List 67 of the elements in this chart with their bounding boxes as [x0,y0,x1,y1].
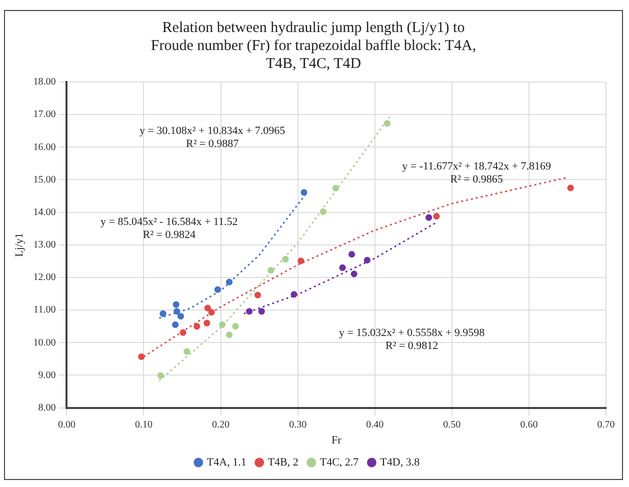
point [160,310,166,317]
point [226,278,233,286]
y-axis-title: Lj/y1 [13,232,26,257]
point [433,212,440,220]
point [246,308,253,315]
point [208,309,215,316]
point [384,120,390,127]
chart-title: Relation between hydraulic jump length (Lj/y1) to Froude number (Fr) for trapezoidal baffle block: T4A, T4B, T4C, T4D [150,19,478,73]
annotation: y = 30.108x² + 10.834x + 7.0965 R² = 0.9887 [139,124,286,150]
x-tick-label: 0.00 [58,419,76,430]
point [350,270,358,278]
y-tick-label: 17.00 [33,109,56,120]
point [204,320,210,326]
y-tick-label: 13.00 [33,240,56,251]
x-tick-label: 0.30 [289,419,307,430]
x-tick-label: 0.60 [520,419,538,430]
x-tick-label: 0.20 [212,419,230,430]
point [320,208,327,215]
point [282,256,289,263]
point [268,267,274,274]
legend-label: T4A, 1.1 [206,456,246,468]
point [258,308,265,315]
y-tick-label: 9.00 [38,370,56,381]
point [364,256,370,264]
y-tick-label: 16.00 [33,142,56,153]
point [138,353,145,360]
point [300,189,308,196]
annotation: y = 15.032x² + 0.5558x + 9.9598 R² = 0.9812 [339,326,486,352]
x-tick-label: 0.50 [443,419,461,430]
point [254,292,262,298]
point [226,332,233,338]
point [157,372,164,379]
point [172,301,180,308]
legend-label: T4B, 2 [268,456,298,468]
legend-label: T4C, 2.7 [320,456,360,468]
x-tick-label: 0.40 [366,419,384,430]
y-tick-label: 11.00 [34,304,56,316]
y-tick-label: 14.00 [33,206,56,218]
legend-label: T4D, 3.8 [380,456,420,468]
point [567,184,574,192]
y-tick-label: 18.00 [33,76,56,88]
point [177,312,184,320]
point [348,251,356,258]
annotation: y = -11.677x² + 18.742x + 7.8169 R² = 0.9865 [402,160,552,186]
y-tick-label: 8.00 [38,402,56,414]
point [426,214,432,221]
point [219,321,226,328]
point [194,323,200,330]
point [184,348,190,355]
point [232,323,239,330]
point [290,291,298,298]
point [204,304,211,312]
point [172,321,179,328]
point [298,258,304,264]
point [339,264,346,272]
point [180,329,186,336]
annotation: y = 85.045x² - 16.584x + 11.52 R² = 0.9824 [100,216,238,241]
point [174,308,180,315]
line-series [243,222,438,314]
y-tick-label: 10.00 [33,337,56,348]
x-tick-label: 0.10 [134,419,152,430]
x-axis-title: Fr [331,434,342,446]
point [214,286,222,293]
y-tick-label: 12.00 [33,272,56,284]
y-tick-label: 15.00 [33,174,56,186]
point [332,184,339,192]
x-tick-label: 0.70 [597,419,615,430]
